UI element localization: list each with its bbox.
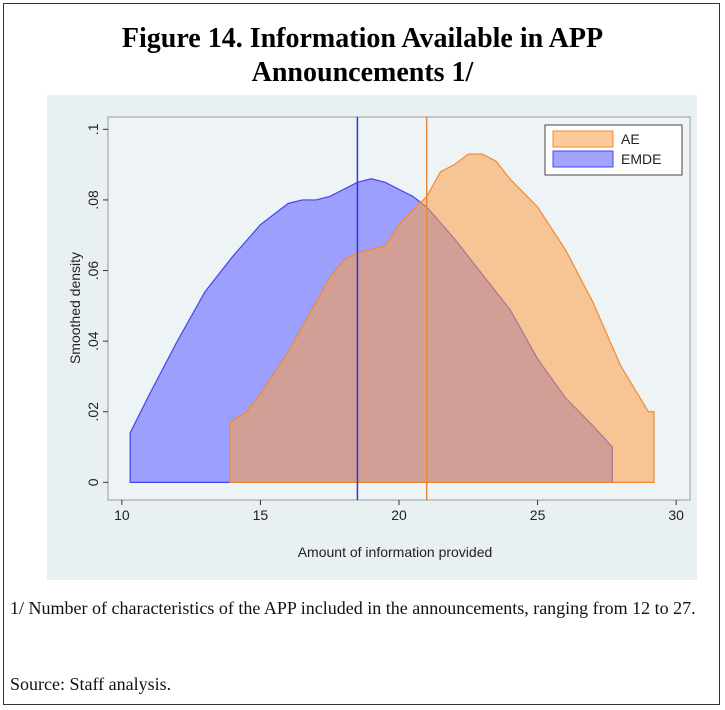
figure-frame <box>3 3 720 705</box>
legend-label: EMDE <box>621 151 661 167</box>
y-tick-label: .1 <box>85 123 101 135</box>
density-area <box>229 153 655 483</box>
title-text: Figure 14. Information Available in APP … <box>121 23 604 88</box>
legend-label: AE <box>621 131 640 147</box>
y-tick-label: .02 <box>85 402 101 422</box>
y-axis-label: Smoothed density <box>67 252 83 364</box>
chart: 0 .02 .04 .06 .08 .1 10 15 20 25 30 AE EMDE Amount o… <box>47 95 697 580</box>
x-axis-label: Amount of information provided <box>298 544 493 560</box>
footnote: 1/ Number of characteristics of the APP … <box>10 598 696 618</box>
legend-swatch <box>552 150 614 168</box>
figure-title: Figure 14. Information Available in APP … <box>0 22 725 90</box>
x-tick-label: 15 <box>253 507 269 523</box>
x-tick-label: 20 <box>391 507 407 523</box>
y-tick-label: .06 <box>85 261 101 281</box>
source: Source: Staff analysis. <box>10 674 172 694</box>
x-tick-label: 10 <box>114 507 130 523</box>
y-tick-label: .04 <box>85 331 101 351</box>
plot-layer: 0 .02 .04 .06 .08 .1 10 15 20 25 30 AE EMDE <box>85 117 684 523</box>
x-tick-label: 25 <box>530 507 546 523</box>
y-tick-label: .08 <box>85 190 101 210</box>
y-tick-label: 0 <box>85 478 101 486</box>
x-tick-label: 30 <box>668 507 684 523</box>
legend-swatch <box>552 130 614 148</box>
